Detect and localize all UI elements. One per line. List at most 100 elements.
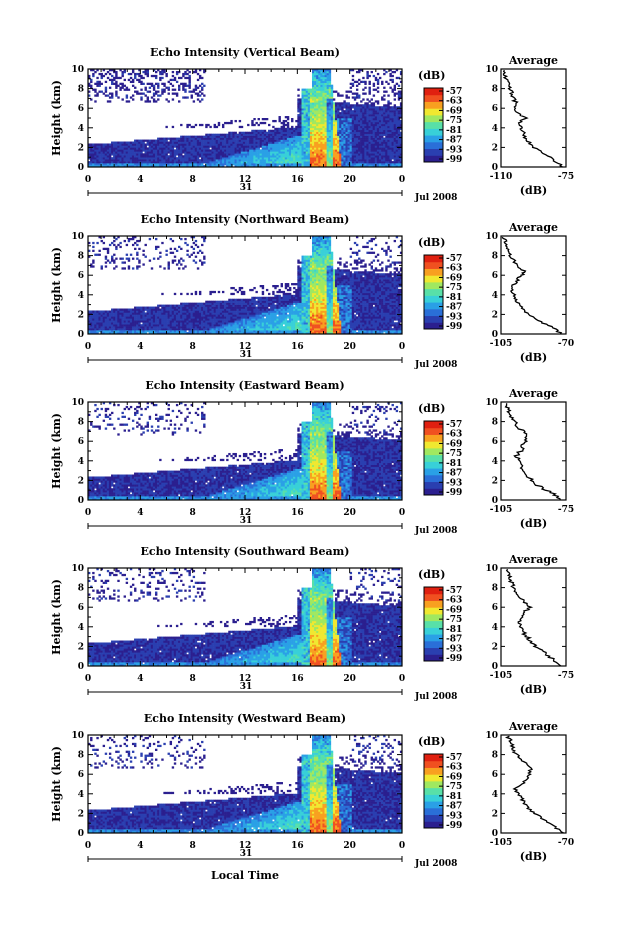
x-tick-label: 20 (343, 508, 356, 518)
profile-y-tick-label: 4 (492, 790, 498, 800)
colorbar-segment (424, 587, 443, 595)
colorbar-segment (424, 607, 443, 615)
colorbar-segment (424, 275, 443, 283)
date-label: Jul 2008 (414, 692, 457, 702)
profile-y-tick-label: 8 (492, 584, 498, 594)
colorbar-tick-label: -69 (446, 605, 462, 615)
panel-title: Echo Intensity (Northward Beam) (141, 213, 350, 226)
y-tick-label: 6 (78, 770, 84, 780)
profile-line (504, 403, 561, 501)
colorbar-segment (424, 101, 443, 109)
x-tick-label: 20 (343, 674, 356, 684)
y-tick-label: 0 (78, 829, 84, 839)
x-tick-label: 4 (137, 841, 143, 851)
profile-y-tick-label: 10 (485, 65, 498, 75)
y-tick-label: 4 (78, 623, 84, 633)
colorbar-segment (424, 627, 443, 635)
colorbar-frame (423, 254, 444, 330)
panel-3: Echo Intensity (Southward Beam) 0 2 4 6 8 10 He… (50, 545, 574, 702)
x-tick-label: 16 (291, 175, 304, 185)
colorbar-segment (424, 322, 443, 330)
profile-y-tick-label: 4 (492, 124, 498, 134)
x-tick-label: 8 (190, 342, 196, 352)
x-tick-label: 20 (343, 841, 356, 851)
profile-frame (500, 235, 567, 335)
x-tick-label: 20 (343, 175, 356, 185)
colorbar-tick-label: -63 (446, 430, 462, 440)
y-tick-label: 8 (78, 85, 84, 95)
x-tick-label: 12 (239, 674, 252, 684)
profile-y-tick-label: 0 (492, 163, 498, 173)
colorbar-tick-label: -99 (446, 821, 462, 831)
heatmap-cells (88, 568, 403, 667)
y-tick-label: 0 (78, 496, 84, 506)
profile-y-tick-label: 8 (492, 751, 498, 761)
profile-x-label: (dB) (520, 683, 547, 696)
colorbar-segment (424, 114, 443, 123)
x-tick-label: 0 (399, 175, 405, 185)
y-axis-label: Height (km) (50, 247, 63, 323)
profile-y-tick-label: 4 (492, 457, 498, 467)
colorbar-segment (424, 315, 443, 323)
colorbar-segment (424, 767, 443, 775)
profile-y-tick-label: 8 (492, 85, 498, 95)
x-tick-label: 12 (239, 508, 252, 518)
y-tick-label: 4 (78, 291, 84, 301)
colorbar-segment (424, 774, 443, 782)
colorbar-segment (424, 148, 443, 156)
profile-line (504, 735, 564, 834)
colorbar-segment (424, 302, 443, 310)
colorbar-tick-label: -57 (446, 254, 462, 264)
colorbar-segment (424, 135, 443, 143)
colorbar-segment (424, 88, 443, 96)
profile-x-label: (dB) (520, 184, 547, 197)
profile-y-tick-label: 10 (485, 398, 498, 408)
day-label: 31 (240, 516, 253, 526)
profile-title: Average (508, 553, 558, 566)
colorbar-segment (424, 454, 443, 462)
date-label: Jul 2008 (414, 859, 457, 869)
y-tick-label: 0 (78, 662, 84, 672)
profile-x-tick-label: -105 (490, 838, 513, 848)
colorbar-segment (424, 814, 443, 822)
x-tick-label: 8 (190, 175, 196, 185)
colorbar-segment (424, 447, 443, 456)
y-axis-label: Height (km) (50, 80, 63, 156)
profile-y-tick-label: 4 (492, 623, 498, 633)
colorbar-segment (424, 634, 443, 642)
profile-y-tick-label: 6 (492, 770, 498, 780)
colorbar-tick-label: -63 (446, 596, 462, 606)
profile-x-tick-label: -105 (490, 339, 513, 349)
colorbar-segment (424, 121, 443, 129)
colorbar-segment (424, 620, 443, 628)
colorbar-unit: (dB) (418, 735, 445, 748)
profile-y-tick-label: 6 (492, 271, 498, 281)
y-tick-label: 10 (71, 398, 84, 408)
y-tick-label: 0 (78, 330, 84, 340)
colorbar-segment (424, 268, 443, 276)
profile-y-tick-label: 6 (492, 437, 498, 447)
y-tick-label: 6 (78, 603, 84, 613)
colorbar-unit: (dB) (418, 568, 445, 581)
colorbar-segment (424, 255, 443, 263)
x-tick-label: 0 (399, 841, 405, 851)
colorbar-tick-label: -93 (446, 478, 462, 488)
colorbar-tick-label: -75 (446, 283, 462, 293)
colorbar-tick-label: -87 (446, 303, 462, 313)
panel-title: Echo Intensity (Westward Beam) (144, 712, 346, 725)
profile-title: Average (508, 387, 558, 400)
colorbar-segment (424, 288, 443, 296)
date-label: Jul 2008 (414, 360, 457, 370)
y-tick-label: 4 (78, 124, 84, 134)
profile-x-tick-label: -110 (490, 172, 513, 182)
x-tick-label: 16 (291, 342, 304, 352)
profile-y-tick-label: 2 (492, 809, 498, 819)
colorbar-tick-label: -63 (446, 264, 462, 274)
colorbar-tick-label: -75 (446, 782, 462, 792)
x-tick-label: 0 (85, 175, 91, 185)
profile-x-tick-label: -75 (558, 172, 574, 182)
x-tick-label: 0 (85, 674, 91, 684)
heatmap-cells (88, 402, 403, 501)
colorbar-tick-label: -87 (446, 136, 462, 146)
colorbar-segment (424, 801, 443, 809)
